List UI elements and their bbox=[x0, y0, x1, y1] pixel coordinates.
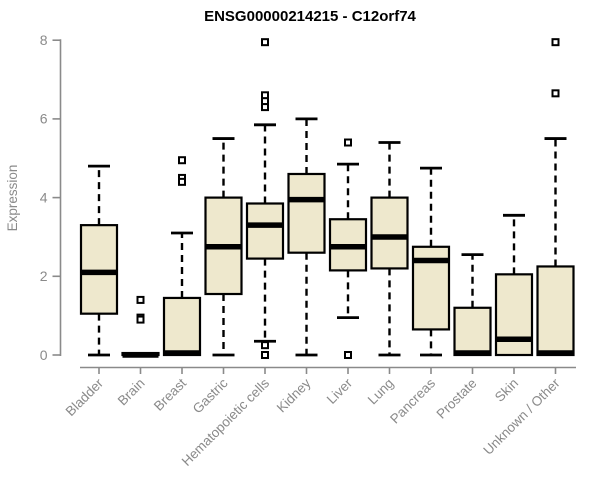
outlier-liver bbox=[344, 138, 352, 147]
outlier-hematopoietic-cells bbox=[261, 341, 269, 350]
y-tick-label: 0 bbox=[40, 347, 48, 363]
box-lung bbox=[370, 196, 409, 270]
y-tick-label: 6 bbox=[40, 111, 48, 127]
box-prostate bbox=[453, 306, 492, 357]
x-tick-label-gastric: Gastric bbox=[190, 375, 231, 416]
x-tick-label-brain: Brain bbox=[115, 376, 148, 409]
box-kidney bbox=[287, 172, 326, 254]
x-tick-label-pancreas: Pancreas bbox=[387, 375, 438, 426]
outlier-hematopoietic-cells bbox=[261, 38, 269, 47]
box-hematopoietic-cells bbox=[245, 202, 285, 260]
outlier-breast bbox=[178, 177, 186, 186]
x-tick-label-liver: Liver bbox=[324, 375, 356, 407]
outlier-hematopoietic-cells bbox=[261, 351, 269, 359]
x-tick-label-prostate: Prostate bbox=[433, 376, 479, 422]
chart-title: ENSG00000214215 - C12orf74 bbox=[204, 8, 416, 25]
x-tick-label-unknown-other: Unknown / Other bbox=[480, 375, 563, 458]
y-tick-label: 8 bbox=[40, 32, 48, 48]
outlier-liver bbox=[344, 351, 352, 359]
y-tick-label: 4 bbox=[40, 189, 48, 205]
outlier-hematopoietic-cells bbox=[261, 103, 269, 112]
outlier-breast bbox=[178, 156, 186, 165]
box-skin bbox=[494, 273, 534, 357]
x-tick-label-skin: Skin bbox=[492, 376, 521, 405]
box-bladder bbox=[79, 224, 119, 315]
y-tick-label: 2 bbox=[40, 268, 48, 284]
x-tick-label-lung: Lung bbox=[365, 376, 397, 408]
box-unknown-other bbox=[536, 265, 575, 357]
x-tick-label-breast: Breast bbox=[151, 375, 189, 413]
y-axis-title: Expression bbox=[5, 165, 20, 232]
outlier-brain bbox=[136, 315, 145, 324]
x-tick-label-bladder: Bladder bbox=[63, 375, 107, 419]
outlier-unknown-other bbox=[551, 38, 560, 47]
x-tick-label-kidney: Kidney bbox=[274, 375, 314, 415]
box-breast bbox=[162, 296, 202, 357]
outlier-unknown-other bbox=[551, 89, 560, 98]
outlier-brain bbox=[136, 295, 145, 304]
